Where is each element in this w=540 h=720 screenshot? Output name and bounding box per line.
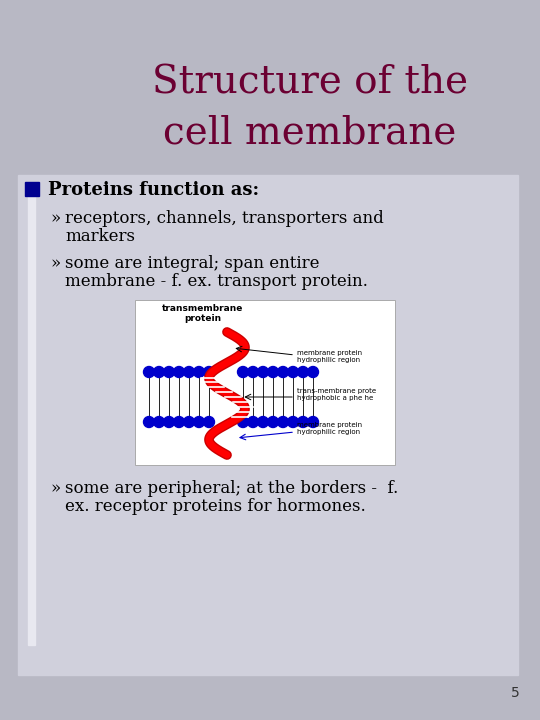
Circle shape <box>298 416 308 428</box>
Text: transmembrane
protein: transmembrane protein <box>163 304 244 323</box>
Bar <box>28 185 35 645</box>
Circle shape <box>173 416 185 428</box>
Circle shape <box>144 366 154 377</box>
Circle shape <box>298 366 308 377</box>
Text: »: » <box>50 210 60 227</box>
Circle shape <box>184 416 194 428</box>
Circle shape <box>247 416 259 428</box>
Text: cell membrane: cell membrane <box>163 115 457 152</box>
Text: trans-membrane prote
hydrophobic a phe he: trans-membrane prote hydrophobic a phe h… <box>297 388 376 401</box>
Circle shape <box>164 366 174 377</box>
Text: »: » <box>50 255 60 272</box>
Circle shape <box>287 366 299 377</box>
Text: some are peripheral; at the borders -  f.: some are peripheral; at the borders - f. <box>65 480 399 497</box>
Circle shape <box>193 366 205 377</box>
Text: membrane - f. ex. transport protein.: membrane - f. ex. transport protein. <box>65 273 368 290</box>
Circle shape <box>267 366 279 377</box>
Circle shape <box>258 416 268 428</box>
Circle shape <box>287 416 299 428</box>
Text: receptors, channels, transporters and: receptors, channels, transporters and <box>65 210 384 227</box>
Circle shape <box>278 366 288 377</box>
Bar <box>25 182 39 196</box>
Circle shape <box>204 416 214 428</box>
Bar <box>18 175 518 675</box>
Text: some are integral; span entire: some are integral; span entire <box>65 255 320 272</box>
Text: Structure of the: Structure of the <box>152 65 468 102</box>
Circle shape <box>307 366 319 377</box>
Circle shape <box>267 416 279 428</box>
Circle shape <box>204 366 214 377</box>
Text: ex. receptor proteins for hormones.: ex. receptor proteins for hormones. <box>65 498 366 515</box>
Circle shape <box>173 366 185 377</box>
Circle shape <box>164 416 174 428</box>
Circle shape <box>307 416 319 428</box>
Circle shape <box>238 416 248 428</box>
Circle shape <box>184 366 194 377</box>
Text: 5: 5 <box>511 686 520 700</box>
Circle shape <box>258 366 268 377</box>
Text: membrane protein
hydrophilic region: membrane protein hydrophilic region <box>297 422 362 435</box>
Text: membrane protein
hydrophilic region: membrane protein hydrophilic region <box>297 350 362 363</box>
Circle shape <box>193 416 205 428</box>
Circle shape <box>153 366 165 377</box>
Text: markers: markers <box>65 228 135 245</box>
Circle shape <box>278 416 288 428</box>
Circle shape <box>153 416 165 428</box>
Circle shape <box>238 366 248 377</box>
Circle shape <box>247 366 259 377</box>
Text: »: » <box>50 480 60 497</box>
Circle shape <box>144 416 154 428</box>
Bar <box>135 300 395 465</box>
Text: Proteins function as:: Proteins function as: <box>48 181 259 199</box>
